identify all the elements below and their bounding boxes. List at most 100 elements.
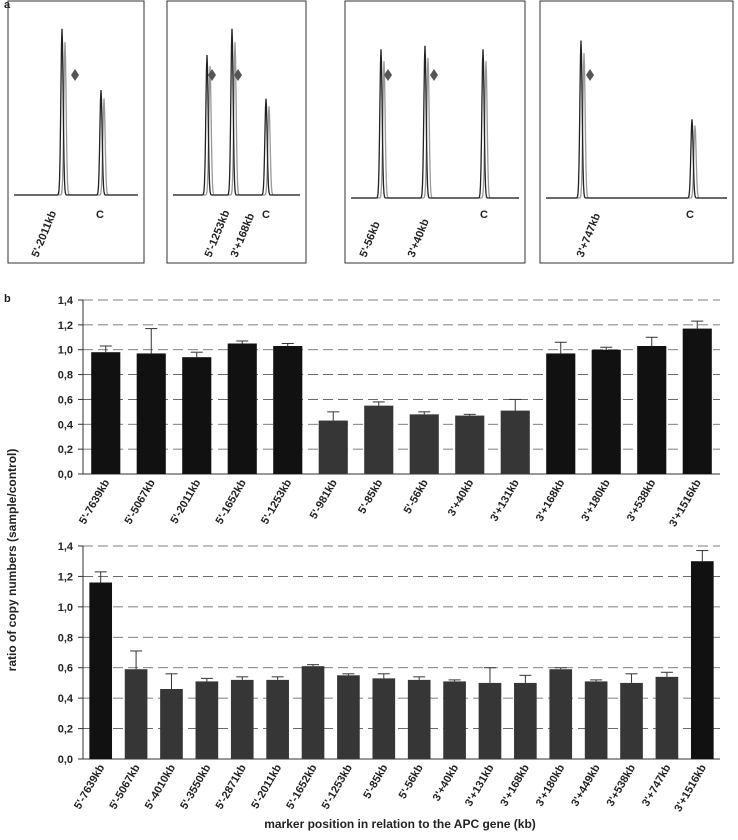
x-tick-label: 5'-2011kb: [249, 762, 284, 811]
x-tick-label: 5'-1652kb: [214, 477, 249, 526]
bar: [500, 410, 530, 474]
bar: [407, 679, 431, 759]
x-tick-label: 5'-56kb: [397, 762, 426, 801]
marker-label: 5'-56kb: [358, 220, 383, 259]
control-label: C: [480, 209, 488, 221]
bar: [549, 669, 573, 759]
marker-label: 3'+40kb: [406, 217, 432, 259]
bar: [514, 682, 537, 759]
trace-box: [344, 0, 526, 264]
x-tick-label: 3'+180kb: [579, 477, 613, 523]
x-tick-label: 5'-85kb: [361, 762, 390, 801]
y-tick-label: 1,0: [58, 602, 73, 614]
control-label: C: [96, 209, 104, 221]
trace-line: [546, 40, 727, 199]
trace-line: [351, 45, 519, 199]
bar: [364, 405, 394, 474]
x-tick-label: 5'-5067kb: [107, 762, 142, 811]
diamond-marker: [208, 69, 216, 81]
marker-label: 5'-1253kb: [203, 208, 233, 259]
trace-box: [539, 0, 734, 264]
y-tick-label: 1,2: [58, 571, 73, 583]
x-tick-label: 5'-7639kb: [77, 477, 112, 526]
x-tick-label: 3'+1516kb: [672, 762, 709, 814]
y-tick-label: 0,8: [58, 632, 73, 644]
x-tick-label: 3'+747kb: [640, 762, 674, 808]
x-tick-label: 3'+131kb: [463, 762, 497, 808]
x-tick-label: 5'-85kb: [356, 477, 385, 516]
bar: [478, 682, 502, 759]
x-tick-label: 3'+40kb: [446, 477, 477, 518]
x-tick-label: 5'-1253kb: [320, 762, 355, 811]
bar: [443, 681, 466, 759]
bar: [372, 678, 396, 759]
y-tick-label: 1,2: [58, 320, 73, 332]
y-tick-label: 0,0: [58, 754, 73, 766]
bar: [227, 343, 257, 474]
x-axis-label: marker position in relation to the APC g…: [264, 817, 536, 831]
bar: [655, 676, 679, 759]
bar: [136, 353, 166, 474]
x-tick-label: 5'-1652kb: [284, 762, 319, 811]
bar: [584, 681, 608, 759]
bar: [455, 415, 485, 474]
marker-label: 5'-2011kb: [30, 209, 60, 259]
diamond-marker: [384, 69, 392, 81]
bar: [591, 349, 621, 474]
x-tick-label: 3'+131kb: [488, 477, 522, 523]
bar: [682, 328, 712, 474]
trace-line: [173, 42, 300, 196]
x-tick-label: 3'+538kb: [605, 762, 639, 808]
bar: [160, 689, 183, 759]
bar: [89, 582, 113, 759]
bar: [182, 357, 212, 474]
trace-box: [7, 0, 145, 264]
x-tick-label: 3'+168kb: [498, 762, 532, 808]
bar: [273, 345, 303, 474]
y-tick-label: 0,8: [58, 370, 73, 382]
trace-line: [14, 28, 138, 196]
bar: [620, 682, 643, 759]
diamond-marker: [586, 69, 594, 81]
bar: [91, 352, 121, 474]
x-tick-label: 3'+40kb: [431, 762, 462, 803]
bar: [409, 414, 439, 474]
y-tick-label: 0,2: [58, 724, 73, 736]
x-tick-label: 3'+168kb: [534, 477, 568, 523]
x-tick-label: 5'-1253kb: [259, 477, 294, 526]
bar: [546, 353, 576, 474]
bar: [637, 345, 667, 474]
marker-label: 3'+747kb: [575, 211, 604, 259]
y-tick-label: 0,4: [58, 419, 74, 431]
trace-line: [173, 28, 300, 196]
bar: [266, 679, 289, 759]
y-tick-label: 0,6: [58, 394, 73, 406]
x-tick-label: 5'-4010kb: [143, 762, 178, 811]
x-tick-label: 5'-2871kb: [214, 762, 249, 811]
y-axis-label: ratio of copy numbers (sample/control): [5, 449, 19, 672]
x-tick-label: 5'-981kb: [308, 477, 340, 521]
x-tick-label: 3'+538kb: [625, 477, 659, 523]
x-tick-label: 3'+449kb: [569, 762, 603, 808]
panel-label: b: [4, 293, 11, 305]
bar: [318, 420, 348, 474]
y-tick-label: 0,2: [58, 444, 73, 456]
x-tick-label: 3'+1516kb: [667, 477, 704, 529]
bar: [301, 666, 325, 759]
bar: [230, 679, 254, 759]
x-tick-label: 3'+180kb: [534, 762, 568, 808]
y-tick-label: 0,6: [58, 663, 73, 675]
x-tick-label: 5'-7639kb: [72, 762, 107, 811]
y-tick-label: 1,4: [58, 541, 74, 553]
bar: [124, 669, 148, 759]
trace-line: [546, 53, 727, 199]
y-tick-label: 0,4: [58, 693, 74, 705]
y-tick-label: 1,4: [58, 295, 74, 307]
x-tick-label: 5'-2011kb: [168, 477, 203, 526]
diamond-marker: [71, 69, 79, 81]
control-label: C: [686, 209, 694, 221]
trace-box: [166, 0, 307, 264]
x-tick-label: 5'-5067kb: [123, 477, 158, 526]
diamond-marker: [234, 69, 242, 81]
